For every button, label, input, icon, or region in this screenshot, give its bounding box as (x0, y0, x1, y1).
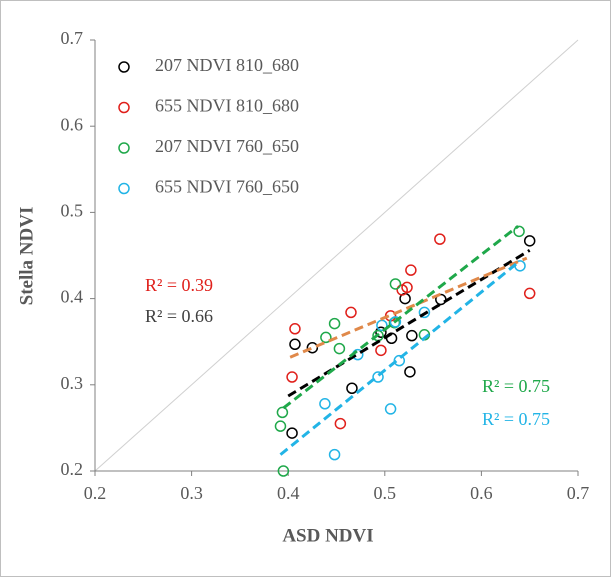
data-point (372, 371, 384, 383)
legend-label: 655 NDVI 810_680 (155, 96, 299, 116)
y-tick-label: 0.6 (61, 114, 84, 134)
data-point (328, 317, 341, 330)
data-point (523, 287, 536, 300)
data-point (289, 323, 301, 335)
legend-marker (118, 182, 130, 195)
data-point (405, 264, 417, 276)
data-point (396, 284, 408, 296)
identity-line (94, 39, 579, 472)
y-axis-label: Stella NDVI (16, 207, 37, 306)
y-tick-label: 0.2 (61, 459, 84, 479)
legend-marker (118, 101, 130, 114)
data-point (388, 316, 401, 329)
y-tick-label: 0.7 (61, 28, 84, 48)
data-point (389, 278, 402, 290)
x-tick-label: 0.2 (84, 483, 107, 503)
data-point (434, 233, 446, 245)
x-tick-label: 0.4 (277, 483, 300, 503)
data-point (319, 398, 331, 410)
data-point (375, 344, 387, 357)
data-point (333, 342, 346, 355)
data-point (375, 326, 387, 338)
y-tick-label: 0.5 (61, 201, 84, 221)
data-point (274, 420, 287, 432)
data-point (418, 306, 431, 319)
data-point (384, 403, 397, 415)
annotation: R² = 0.75 (482, 409, 550, 429)
data-point (389, 316, 402, 328)
trendline (289, 256, 528, 359)
data-point (289, 338, 301, 351)
x-tick-label: 0.6 (470, 483, 493, 503)
legend-label: 207 NDVI 760_650 (155, 136, 299, 156)
y-tick-label: 0.4 (61, 287, 84, 307)
data-point (346, 382, 358, 394)
legend-marker (118, 61, 130, 73)
trendline (282, 225, 520, 410)
data-point (404, 366, 416, 378)
data-point (523, 235, 536, 247)
legend-label: 655 NDVI 760_650 (155, 177, 299, 197)
data-point (320, 331, 332, 344)
legend-marker (118, 142, 130, 154)
data-point (334, 417, 347, 430)
data-point (345, 306, 357, 319)
annotation: R² = 0.66 (145, 306, 213, 326)
data-point (286, 371, 298, 383)
data-point (277, 465, 290, 477)
x-tick-label: 0.3 (180, 483, 203, 503)
data-point (276, 406, 289, 419)
y-tick-label: 0.3 (61, 373, 84, 393)
data-point (306, 341, 319, 354)
annotation: R² = 0.39 (145, 275, 213, 295)
annotation: R² = 0.75 (482, 376, 550, 396)
data-point (406, 329, 418, 342)
data-point (286, 427, 298, 439)
trendline (279, 261, 520, 456)
x-tick-label: 0.5 (374, 483, 397, 503)
x-tick-label: 0.7 (567, 483, 590, 503)
legend-label: 207 NDVI 810_680 (155, 55, 299, 75)
data-point (513, 225, 525, 238)
data-point (328, 448, 341, 461)
x-axis-label: ASD NDVI (282, 525, 373, 546)
